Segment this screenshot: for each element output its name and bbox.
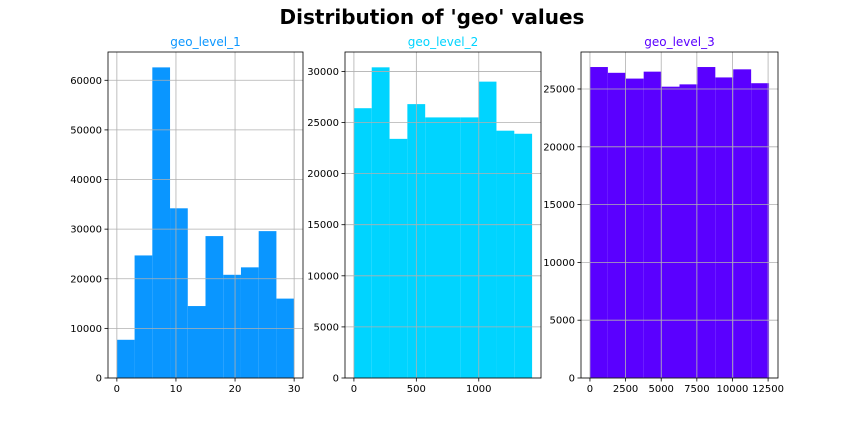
p1-bar-7	[223, 274, 241, 378]
figure-title: Distribution of 'geo' values	[279, 5, 585, 29]
p2-bar-3	[389, 138, 408, 378]
p3-bar-5	[661, 86, 680, 379]
p2-ytick-label-1: 0	[333, 374, 339, 385]
p1-ytick-label-1: 0	[96, 374, 102, 385]
p2-ytick-label-7: 30000	[307, 67, 339, 78]
p3-bar-3	[625, 78, 644, 378]
p2-ytick-label-6: 25000	[307, 118, 339, 129]
p1-ytick-label-4: 30000	[70, 225, 102, 236]
p1-bar-1	[116, 339, 135, 378]
p3-axes-frame	[580, 51, 779, 379]
p1-title: geo_level_1	[170, 35, 241, 49]
p2-bar-6	[443, 117, 461, 378]
p2-bar-8	[478, 81, 497, 379]
p2-bar-2	[371, 67, 390, 378]
p3-bar-2	[607, 72, 626, 379]
p2-bar-5	[425, 117, 443, 378]
p2-xtick-label-3: 1000	[466, 384, 491, 395]
p1-xtick-label-1: 0	[114, 384, 120, 395]
p3-xtick-label-6: 12500	[752, 384, 784, 395]
p1-ytick-label-7: 60000	[70, 76, 102, 87]
p3-ytick-label-2: 5000	[550, 316, 575, 327]
p2-ytick-label-5: 20000	[307, 169, 339, 180]
p1-ytick-label-6: 50000	[70, 125, 102, 136]
p1-axes-frame	[107, 51, 304, 379]
p3-xtick-label-3: 5000	[648, 384, 673, 395]
p2-ytick-label-2: 5000	[314, 322, 339, 333]
p2-ytick-label-3: 10000	[307, 271, 339, 282]
p3-ytick-label-5: 20000	[543, 142, 575, 153]
p1-bar-3	[152, 67, 171, 378]
p1-ytick-label-2: 10000	[70, 324, 102, 335]
p1-bar-5	[187, 306, 206, 378]
p2-bar-7	[460, 117, 479, 378]
p3-xtick-label-2: 2500	[613, 384, 638, 395]
p2-bar-1	[353, 108, 372, 378]
p1-bar-9	[258, 231, 277, 378]
p1-bar-6	[205, 236, 224, 378]
p2-axes-frame	[344, 51, 542, 379]
p3-ytick-label-3: 10000	[543, 258, 575, 269]
p1-ytick-label-5: 40000	[70, 175, 102, 186]
p3-title: geo_level_3	[644, 35, 715, 49]
p1-ytick-label-3: 20000	[70, 274, 102, 285]
p2-ytick-label-4: 15000	[307, 220, 339, 231]
p1-bar-4	[170, 208, 188, 378]
p3-bar-6	[679, 84, 698, 378]
p3-bar-7	[697, 67, 716, 378]
p2-bar-9	[496, 130, 515, 378]
p2-xtick-label-2: 500	[407, 384, 426, 395]
p3-bar-8	[715, 77, 734, 379]
p2-bar-10	[514, 133, 533, 378]
p2-title: geo_level_2	[408, 35, 479, 49]
p3-xtick-label-5: 10000	[717, 384, 749, 395]
p3-ytick-label-6: 25000	[543, 84, 575, 95]
p3-xtick-label-4: 7500	[684, 384, 709, 395]
p1-bar-8	[240, 267, 259, 378]
p1-xtick-label-2: 10	[170, 384, 183, 395]
p3-bar-9	[733, 69, 752, 378]
p1-bar-2	[134, 255, 153, 378]
p3-bar-4	[643, 71, 662, 379]
p3-ytick-label-1: 0	[569, 374, 575, 385]
p1-bar-10	[276, 298, 295, 378]
p3-xtick-label-1: 0	[587, 384, 593, 395]
p1-xtick-label-3: 20	[229, 384, 242, 395]
p1-xtick-label-4: 30	[288, 384, 301, 395]
p2-xtick-label-1: 0	[351, 384, 357, 395]
p3-bar-10	[751, 83, 770, 378]
p3-bar-1	[589, 67, 608, 378]
p3-ytick-label-4: 15000	[543, 200, 575, 211]
